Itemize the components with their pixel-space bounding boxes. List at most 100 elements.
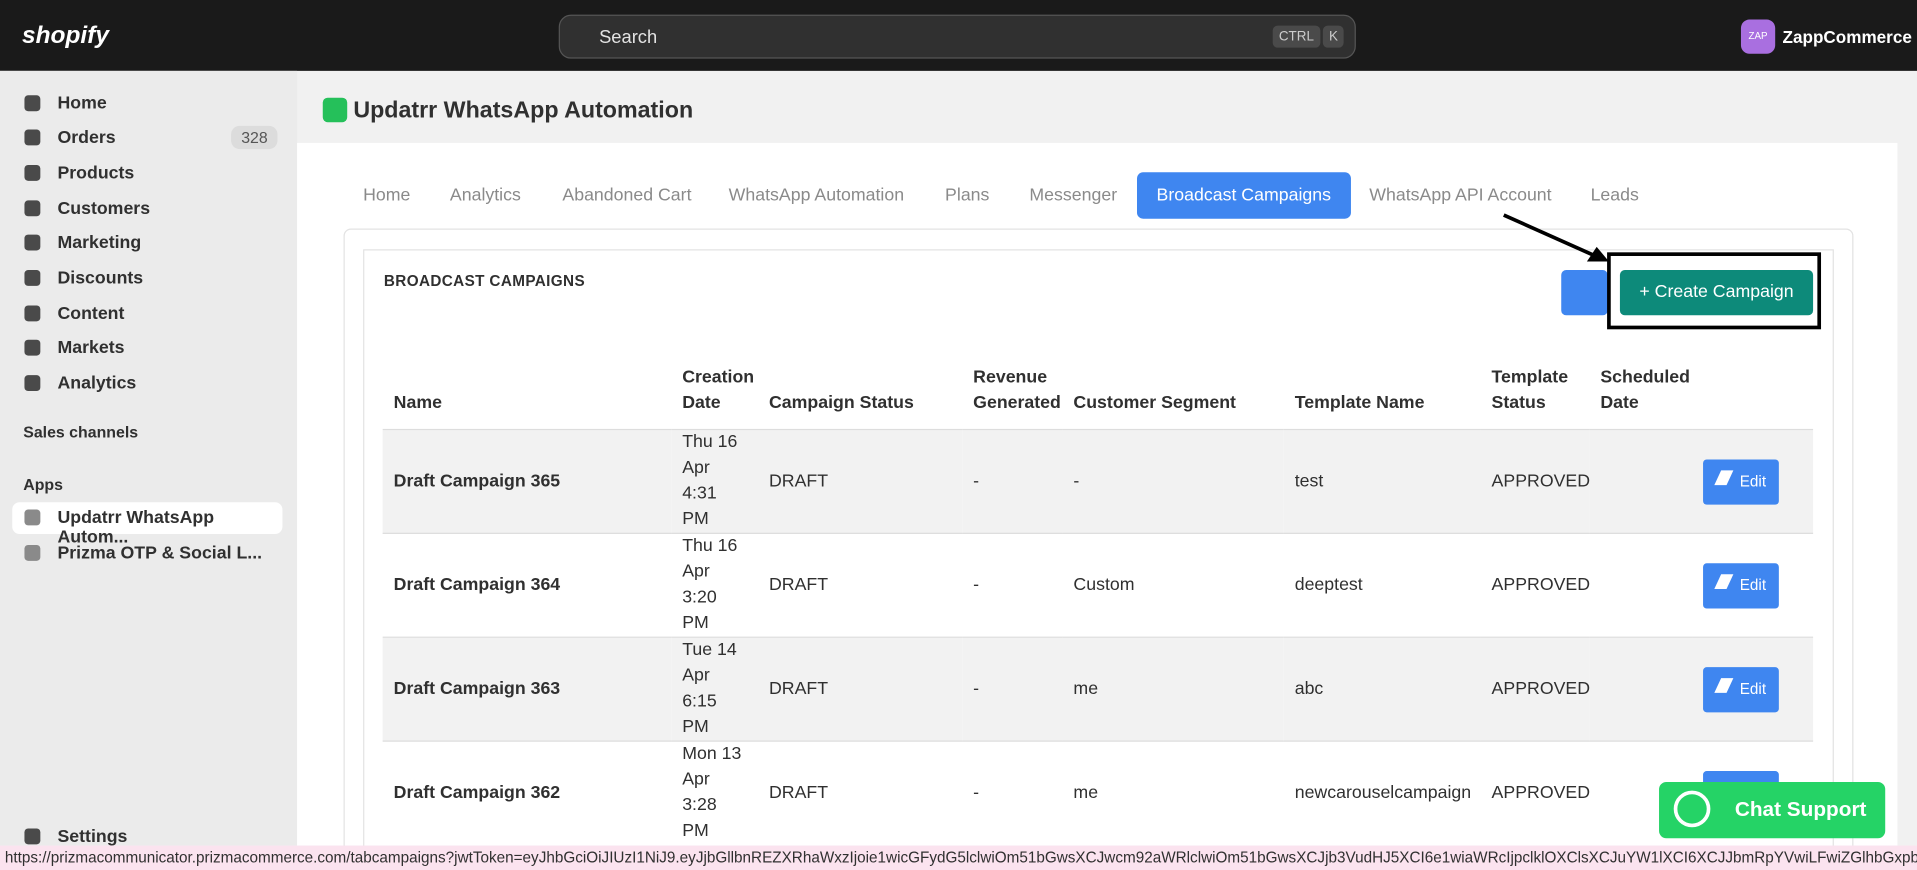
tab[interactable]: Home [363,185,411,206]
nav-icon [24,200,41,217]
table-cell: - [1062,428,1284,534]
column-header: Template Name [1294,393,1425,414]
table-cell: APPROVED [1480,636,1590,742]
table-cell: me [1062,740,1284,845]
chat-support-button[interactable]: Chat Support [1659,782,1886,839]
nav-item[interactable]: Customers [12,193,282,225]
table-row: Draft Campaign 365 Thu 16 Apr 4:31 PM DRAF… [382,428,1814,534]
nav-label: Marketing [57,233,142,253]
store-avatar[interactable]: ZAP [1740,19,1776,54]
edit-button[interactable]: Edit [1703,458,1779,505]
nav-item[interactable]: Marketing [12,227,282,259]
nav-item[interactable]: Home [12,88,282,120]
nav-icon [24,828,41,845]
nav-item[interactable]: Products [12,158,282,190]
nav-icon [24,95,41,112]
table-cell: Draft Campaign 365 [382,428,672,534]
tab[interactable]: Abandoned Cart [562,185,692,206]
tab[interactable]: Broadcast Campaigns [1136,172,1351,219]
table-cell: me [1062,636,1284,742]
shortcut-key: K [1322,25,1345,48]
panel [363,249,1834,870]
tab[interactable]: Messenger [1029,185,1118,206]
nav-label: Products [57,163,135,184]
edit-button[interactable]: Edit [1703,666,1779,712]
annotation [1503,213,1822,330]
nav-label: Settings [57,827,128,847]
nav-icon [24,339,41,356]
tab[interactable]: Analytics [449,185,521,206]
nav-icon [24,375,41,392]
table-cell: deeptest [1283,532,1481,638]
table-cell [1589,636,1693,742]
table-row: Draft Campaign 363 Tue 14 Apr 6:15 PM DRAF… [382,636,1814,742]
column-header [1692,360,1813,429]
table-cell: APPROVED [1480,532,1590,638]
column-header: Revenue Generated [973,367,1061,414]
nav-icon [24,234,41,251]
logo[interactable]: shopify [22,21,109,49]
table-cell: Thu 16 Apr 3:20 PM [671,532,758,638]
table-cell: Edit [1692,532,1814,638]
table-row: Draft Campaign 362 Mon 13 Apr 3:28 PM DRAF… [382,740,1814,845]
app-item[interactable]: Prizma OTP & Social L... [12,538,282,570]
table-cell: DRAFT [757,532,963,638]
table-cell: - [962,636,1063,742]
nav-item[interactable]: Settings [12,821,282,853]
table-cell: DRAFT [757,740,963,845]
edit-button[interactable]: Edit [1703,562,1779,608]
sidebar: Home Orders 328 Products Customers Marketing D… [0,70,298,847]
nav-icon [24,305,41,322]
table-cell: abc [1283,636,1481,742]
table-cell: - [962,532,1063,638]
table-row: Draft Campaign 364 Thu 16 Apr 3:20 PM DRAF… [382,532,1814,638]
nav-badge: 328 [231,125,278,150]
table-cell: Tue 14 Apr 6:15 PM [671,636,758,742]
table-cell [1589,428,1693,534]
nav-icon [24,129,41,146]
table-cell: Draft Campaign 362 [382,740,672,845]
column-header: Creation Date [682,367,755,414]
column-header: Name [393,393,442,414]
app-title: Updatrr WhatsApp Automation [353,97,694,124]
nav-label: Analytics [57,373,137,394]
table-cell: Thu 16 Apr 4:31 PM [671,428,758,534]
app-icon [24,509,41,526]
app-item[interactable]: Updatrr WhatsApp Autom... [12,502,283,547]
section-heading[interactable]: Apps [23,475,63,494]
nav-label: Content [57,304,125,324]
button-label: Create Campaign [1654,282,1794,302]
campaign-table: Name Creation Date Campaign Status Revenue … [382,360,1814,845]
table-cell: test [1283,428,1481,534]
nav-item[interactable]: Markets [12,332,282,364]
nav-item[interactable]: Discounts [12,263,282,295]
tab[interactable]: WhatsApp Automation [728,185,905,206]
tab[interactable]: Leads [1590,185,1639,206]
chat-label: Chat Support [1734,797,1867,822]
app-label: Prizma OTP & Social L... [57,543,263,564]
nav-item[interactable]: Analytics [12,368,282,400]
create-campaign-button[interactable]: + Create Campaign [1619,270,1814,316]
nav-item[interactable]: Orders 328 [12,122,282,154]
tab[interactable]: WhatsApp API Account [1369,185,1552,206]
column-header: Template Status [1491,367,1569,414]
nav-icon [24,164,41,181]
table-cell: Custom [1062,532,1284,638]
column-header: Customer Segment [1073,393,1236,414]
refresh-button[interactable] [1561,270,1608,316]
table-cell: Draft Campaign 363 [382,636,672,742]
table-cell: APPROVED [1480,428,1590,534]
store-name[interactable]: ZappCommerce [1782,26,1912,47]
tab[interactable]: Plans [945,185,990,206]
search-box[interactable]: Search CTRL K [558,14,1356,59]
table-cell: APPROVED [1480,740,1590,845]
nav-item[interactable]: Content [12,298,282,330]
section-heading[interactable]: Sales channels [23,422,139,442]
scrollbar[interactable] [1897,142,1917,846]
panel-title: BROADCAST CAMPAIGNS [383,272,586,290]
table-cell: Edit [1692,636,1814,742]
app-logo [322,97,348,123]
table-cell: - [962,740,1063,845]
table-cell [1589,532,1693,638]
table-cell: Edit [1692,428,1814,534]
